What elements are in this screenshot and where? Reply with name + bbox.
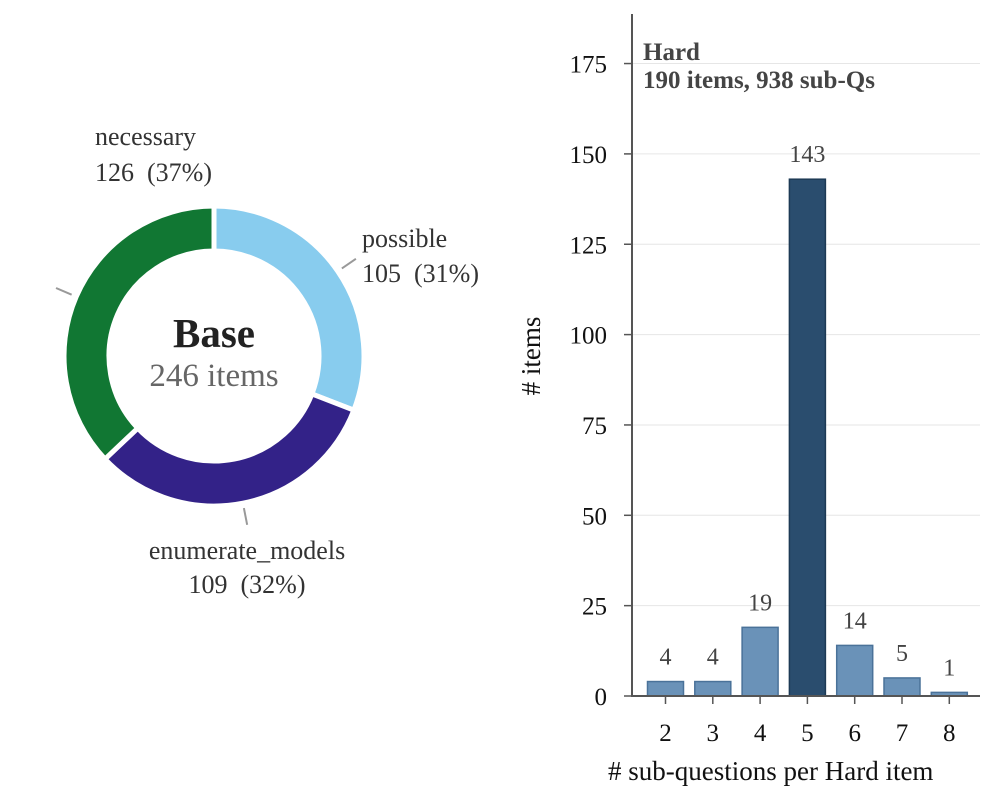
x-axis-label: # sub-questions per Hard item (608, 756, 933, 786)
x-tick-label-2: 2 (659, 720, 672, 747)
y-tick-label-100: 100 (570, 323, 608, 350)
x-tick-label-8: 8 (943, 720, 956, 747)
donut-slice-enumerate-models (102, 391, 357, 509)
bar-value-label-4: 19 (748, 590, 772, 616)
x-tick-label-5: 5 (801, 720, 814, 747)
x-tick-label-7: 7 (896, 720, 909, 747)
leader-line-necessary (55, 287, 73, 296)
bar-annotation-subtitle: 190 items, 938 sub-Qs (643, 67, 875, 94)
y-tick-label-150: 150 (570, 142, 608, 169)
y-tick-label-175: 175 (570, 52, 608, 79)
bar-7 (883, 677, 921, 697)
slice-value-possible: 105 (31%) (362, 259, 479, 288)
bar-value-label-6: 14 (843, 608, 867, 634)
bar-6 (835, 644, 874, 697)
bar-2 (646, 680, 685, 697)
leader-line-possible (341, 257, 357, 270)
x-tick-label-4: 4 (754, 720, 767, 747)
y-tick-label-25: 25 (582, 594, 607, 621)
bar-value-label-8: 1 (943, 655, 955, 681)
y-axis-label: # items (516, 317, 546, 396)
x-tick-label-3: 3 (707, 720, 720, 747)
slice-label-possible: possible (362, 224, 447, 253)
bar-value-label-2: 4 (660, 645, 672, 671)
slice-label-necessary: necessary (95, 122, 196, 151)
donut-slices (61, 203, 367, 509)
donut-chart: Base 246 items necessary 126 (37%) possi… (55, 122, 479, 599)
slice-value-enumerate-models: 109 (32%) (189, 570, 306, 599)
bar-value-labels: 4 4 19 143 14 5 1 (660, 142, 956, 681)
leader-line-enumerate-models (242, 507, 249, 525)
bar-4 (741, 626, 779, 697)
x-tick-label-6: 6 (848, 720, 861, 747)
bar-annotation-title: Hard (643, 39, 700, 66)
bar-value-label-7: 5 (896, 641, 908, 667)
x-axis-ticks: 2 3 4 5 6 7 8 (659, 696, 956, 747)
donut-center-title: Base (173, 310, 255, 356)
donut-center-subtitle: 246 items (149, 358, 278, 394)
bar-value-label-5: 143 (789, 142, 825, 168)
donut-leader-lines (55, 257, 357, 525)
donut-slice-possible (211, 203, 367, 413)
bar-5 (788, 178, 827, 697)
bars (646, 178, 969, 697)
y-tick-label-50: 50 (582, 503, 607, 530)
donut-slice-necessary (61, 203, 217, 462)
bar-value-label-3: 4 (707, 645, 719, 671)
y-tick-label-75: 75 (582, 413, 607, 440)
y-axis-ticks: 0 25 50 75 100 125 150 175 (570, 52, 632, 711)
y-tick-label-125: 125 (570, 232, 608, 259)
y-tick-label-0: 0 (595, 684, 608, 711)
slice-label-enumerate-models: enumerate_models (149, 536, 345, 565)
bar-3 (694, 680, 732, 697)
slice-value-necessary: 126 (37%) (95, 158, 212, 187)
